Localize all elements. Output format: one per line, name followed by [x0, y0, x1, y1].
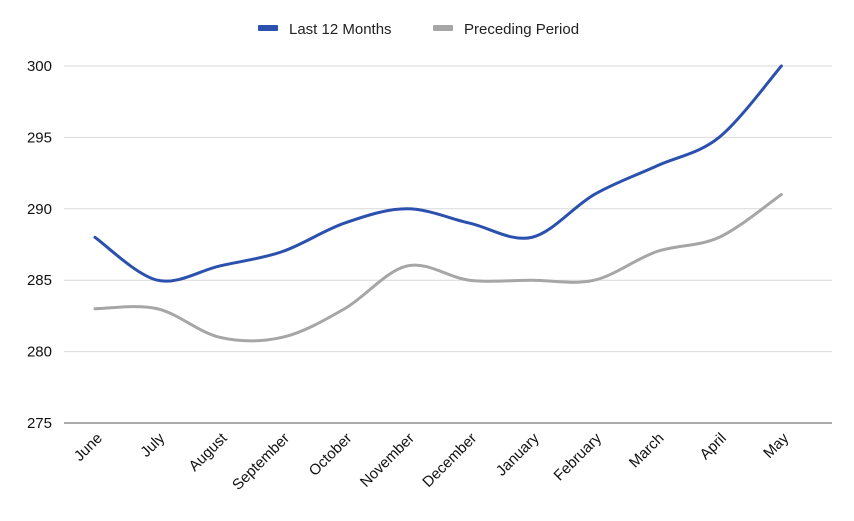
- x-tick-label: March: [626, 430, 667, 471]
- x-tick-label: February: [551, 429, 606, 484]
- x-tick-label: September: [229, 430, 293, 494]
- x-tick-label: May: [760, 429, 792, 461]
- y-axis-tick-labels: 275 280 285 290 295 300: [27, 58, 52, 432]
- x-tick-label: July: [137, 429, 168, 460]
- legend-label-series-1: Preceding Period: [464, 21, 579, 38]
- gridlines: [64, 65, 832, 424]
- y-tick-label: 300: [27, 58, 52, 75]
- y-tick-label: 295: [27, 129, 52, 146]
- x-tick-label: June: [71, 430, 106, 465]
- y-tick-label: 280: [27, 344, 52, 361]
- series-lines: [93, 64, 783, 343]
- y-tick-label: 285: [27, 272, 52, 289]
- y-tick-label: 275: [27, 415, 52, 432]
- x-tick-label: August: [186, 429, 232, 475]
- series-points: [95, 66, 782, 338]
- legend-swatch-series-0: [258, 25, 278, 31]
- x-tick-label: January: [493, 429, 543, 479]
- y-tick-label: 290: [27, 201, 52, 218]
- legend-swatch-series-1: [433, 25, 453, 31]
- x-tick-label: April: [697, 430, 730, 463]
- legend: Last 12 Months Preceding Period: [258, 21, 579, 38]
- series-line-0: [93, 64, 783, 283]
- x-tick-label: November: [357, 430, 418, 491]
- legend-label-series-0: Last 12 Months: [289, 21, 392, 38]
- x-tick-label: October: [306, 430, 356, 480]
- series-line-1: [93, 193, 783, 343]
- x-tick-label: December: [419, 430, 480, 491]
